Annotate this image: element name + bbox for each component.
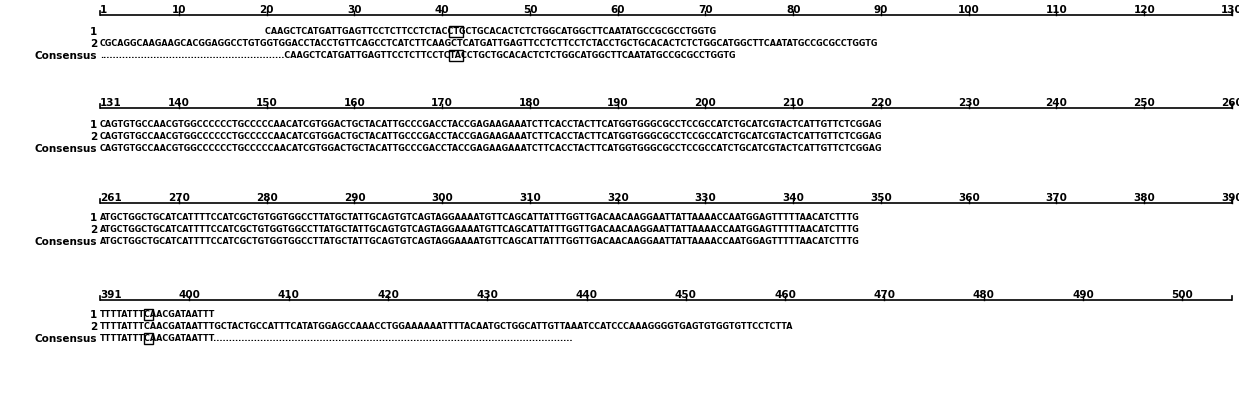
Text: 60: 60 xyxy=(611,5,624,15)
Text: 131: 131 xyxy=(100,98,121,108)
Text: 280: 280 xyxy=(256,193,278,203)
Text: 300: 300 xyxy=(431,193,453,203)
Text: 310: 310 xyxy=(519,193,541,203)
Text: 2: 2 xyxy=(89,39,97,49)
Text: 160: 160 xyxy=(343,98,366,108)
Text: 20: 20 xyxy=(259,5,274,15)
Text: 480: 480 xyxy=(973,290,995,300)
Text: ATGCTGGCTGCATCATTTTCCATCGCTGTGGTGGCCTTATGCTATTGCAGTGTCAGTAGGAAAATGTTCAGCATTATTTG: ATGCTGGCTGCATCATTTTCCATCGCTGTGGTGGCCTTAT… xyxy=(100,213,860,222)
Text: CGCAGGCAAGAAGCACGGAGGCCTGTGGTGGACCTACCTGTTCAGCCTCATCTTCAAGCTCATGATTGAGTTCCTCTTCC: CGCAGGCAAGAAGCACGGAGGCCTGTGGTGGACCTACCTG… xyxy=(100,39,878,48)
Text: 430: 430 xyxy=(476,290,498,300)
Text: 30: 30 xyxy=(347,5,362,15)
Text: 290: 290 xyxy=(343,193,366,203)
Text: Consensus: Consensus xyxy=(35,144,97,154)
Text: 50: 50 xyxy=(523,5,538,15)
Text: 260: 260 xyxy=(1222,98,1239,108)
Text: 270: 270 xyxy=(169,193,190,203)
Bar xyxy=(449,50,463,61)
Text: 150: 150 xyxy=(256,98,278,108)
Text: 1: 1 xyxy=(89,120,97,130)
Text: 340: 340 xyxy=(782,193,804,203)
Text: ATGCTGGCTGCATCATTTTCCATCGCTGTGGTGGCCTTATGCTATTGCAGTGTCAGTAGGAAAATGTTCAGCATTATTTG: ATGCTGGCTGCATCATTTTCCATCGCTGTGGTGGCCTTAT… xyxy=(100,237,860,246)
Bar xyxy=(449,26,463,37)
Text: CAAGCTCATGATTGAGTTCCTCTTCCTCTACCTGCTGCACACTCTCTGGCATGGCTTCAATATGCCGCGCCTGGTG: CAAGCTCATGATTGAGTTCCTCTTCCTCTACCTGCTGCAC… xyxy=(100,27,716,36)
Text: 1: 1 xyxy=(89,27,97,37)
Text: 380: 380 xyxy=(1134,193,1155,203)
Text: 100: 100 xyxy=(958,5,980,15)
Text: 1: 1 xyxy=(89,213,97,223)
Text: 130: 130 xyxy=(1222,5,1239,15)
Text: 230: 230 xyxy=(958,98,980,108)
Text: 370: 370 xyxy=(1046,193,1068,203)
Text: 330: 330 xyxy=(695,193,716,203)
Text: 170: 170 xyxy=(431,98,453,108)
Text: TTTTATTTCAACGATAATTTGCTACTGCCATTTCATATGGAGCCAAACCTGGAAAAAATTTTACAATGCTGGCATTGTTA: TTTTATTTCAACGATAATTTGCTACTGCCATTTCATATGG… xyxy=(100,322,793,331)
Text: 490: 490 xyxy=(1072,290,1094,300)
Text: 261: 261 xyxy=(100,193,121,203)
Text: Consensus: Consensus xyxy=(35,334,97,344)
Text: 470: 470 xyxy=(873,290,896,300)
Text: 320: 320 xyxy=(607,193,628,203)
Text: CAGTGTGCCAACGTGGCCCCCCTGCCCCCAACATCGTGGACTGCTACATTGCCCGACCTACCGAGAAGAAATCTTCACCT: CAGTGTGCCAACGTGGCCCCCCTGCCCCCAACATCGTGGA… xyxy=(100,144,882,153)
Text: ATGCTGGCTGCATCATTTTCCATCGCTGTGGTGGCCTTATGCTATTGCAGTGTCAGTAGGAAAATGTTCAGCATTATTTG: ATGCTGGCTGCATCATTTTCCATCGCTGTGGTGGCCTTAT… xyxy=(100,225,860,234)
Text: 410: 410 xyxy=(278,290,300,300)
Text: 80: 80 xyxy=(786,5,800,15)
Text: 200: 200 xyxy=(695,98,716,108)
Text: ...........................................................CAAGCTCATGATTGAGTTCCT: ........................................… xyxy=(100,51,736,60)
Text: TTTTATTTCAACGATAATTT............................................................: TTTTATTTCAACGATAATTT....................… xyxy=(100,334,574,343)
Bar xyxy=(144,309,154,320)
Text: 500: 500 xyxy=(1172,290,1193,300)
Text: 10: 10 xyxy=(172,5,186,15)
Text: 210: 210 xyxy=(782,98,804,108)
Text: 2: 2 xyxy=(89,132,97,142)
Text: 120: 120 xyxy=(1134,5,1155,15)
Text: 70: 70 xyxy=(698,5,712,15)
Text: Consensus: Consensus xyxy=(35,237,97,247)
Text: 180: 180 xyxy=(519,98,541,108)
Text: TTTTATTTCAACGATAATTT: TTTTATTTCAACGATAATTT xyxy=(100,310,216,319)
Text: 2: 2 xyxy=(89,225,97,235)
Text: CAGTGTGCCAACGTGGCCCCCCTGCCCCCAACATCGTGGACTGCTACATTGCCCGACCTACCGAGAAGAAATCTTCACCT: CAGTGTGCCAACGTGGCCCCCCTGCCCCCAACATCGTGGA… xyxy=(100,132,882,141)
Text: 2: 2 xyxy=(89,322,97,332)
Text: 390: 390 xyxy=(1222,193,1239,203)
Text: 1: 1 xyxy=(100,5,108,15)
Text: 220: 220 xyxy=(870,98,892,108)
Text: 360: 360 xyxy=(958,193,980,203)
Text: 40: 40 xyxy=(435,5,450,15)
Text: CAGTGTGCCAACGTGGCCCCCCTGCCCCCAACATCGTGGACTGCTACATTGCCCGACCTACCGAGAAGAAATCTTCACCT: CAGTGTGCCAACGTGGCCCCCCTGCCCCCAACATCGTGGA… xyxy=(100,120,882,129)
Text: 90: 90 xyxy=(873,5,888,15)
Text: Consensus: Consensus xyxy=(35,51,97,61)
Bar xyxy=(144,333,154,344)
Text: 190: 190 xyxy=(607,98,628,108)
Text: 460: 460 xyxy=(774,290,797,300)
Text: 250: 250 xyxy=(1134,98,1155,108)
Text: 140: 140 xyxy=(169,98,190,108)
Text: 450: 450 xyxy=(675,290,696,300)
Text: 400: 400 xyxy=(178,290,201,300)
Text: 1: 1 xyxy=(89,310,97,320)
Text: 110: 110 xyxy=(1046,5,1067,15)
Text: 420: 420 xyxy=(377,290,399,300)
Text: 240: 240 xyxy=(1046,98,1068,108)
Text: 391: 391 xyxy=(100,290,121,300)
Text: 350: 350 xyxy=(870,193,892,203)
Text: 440: 440 xyxy=(576,290,597,300)
